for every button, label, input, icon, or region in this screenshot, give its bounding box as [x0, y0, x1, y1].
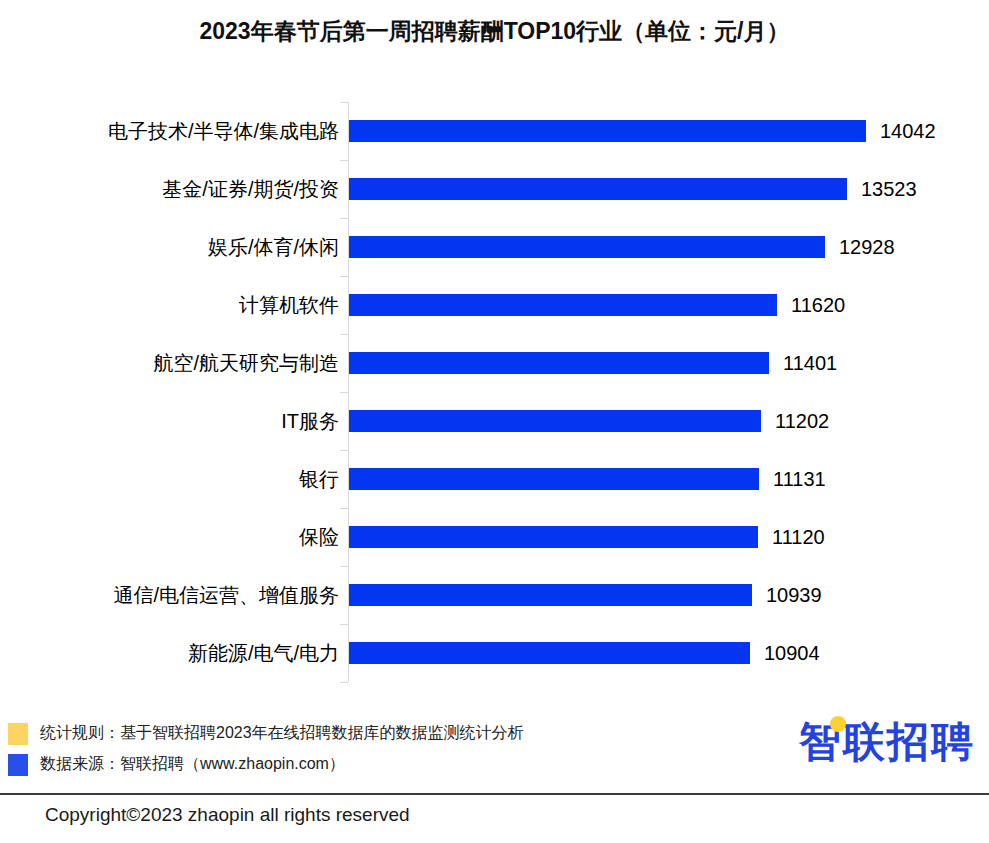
- legend-label: 数据来源：智联招聘（www.zhaopin.com）: [40, 754, 345, 775]
- axis-tick: [340, 450, 348, 451]
- category-label: 航空/航天研究与制造: [0, 350, 348, 377]
- yellow-swatch-icon: [8, 723, 28, 745]
- bar-plot-area: 11202: [348, 410, 989, 433]
- value-label: 11401: [783, 352, 837, 375]
- category-label: 银行: [0, 466, 348, 493]
- bar-row: 电子技术/半导体/集成电路 14042: [0, 102, 989, 160]
- bar-plot-area: 11131: [348, 468, 989, 491]
- bar-row: 新能源/电气/电力 10904: [0, 624, 989, 682]
- bar-plot-area: 10939: [348, 584, 989, 607]
- legend-label: 统计规则：基于智联招聘2023年在线招聘数据库的数据监测统计分析: [40, 723, 524, 744]
- bar-rows: 电子技术/半导体/集成电路 14042 基金/证券/期货/投资 13523 娱乐/体育/…: [0, 102, 989, 682]
- bar-row: IT服务 11202: [0, 392, 989, 450]
- axis-tick: [340, 102, 348, 103]
- value-label: 13523: [861, 178, 917, 201]
- axis-tick: [340, 276, 348, 277]
- bar: [349, 526, 758, 548]
- value-label: 10904: [764, 642, 820, 665]
- bar: [349, 120, 866, 142]
- value-label: 11131: [773, 468, 826, 491]
- axis-tick: [340, 682, 348, 683]
- bar-plot-area: 11401: [348, 352, 989, 375]
- category-label: 通信/电信运营、增值服务: [0, 582, 348, 609]
- axis-tick: [340, 334, 348, 335]
- axis-tick: [340, 160, 348, 161]
- bar-row: 计算机软件 11620: [0, 276, 989, 334]
- axis-tick: [340, 566, 348, 567]
- copyright-text: Copyright©2023 zhaopin all rights reserv…: [0, 795, 989, 826]
- bar-plot-area: 11620: [348, 294, 989, 317]
- blue-swatch-icon: [8, 754, 28, 776]
- value-label: 14042: [880, 120, 936, 143]
- value-label: 11120: [772, 526, 825, 549]
- bar-row: 通信/电信运营、增值服务 10939: [0, 566, 989, 624]
- bar: [349, 236, 825, 258]
- logo-yellow-dot-icon: [830, 716, 846, 732]
- bar-row: 银行 11131: [0, 450, 989, 508]
- category-label: 电子技术/半导体/集成电路: [0, 118, 348, 145]
- page: { "title": "2023年春节后第一周招聘薪酬TOP10行业（单位：元/…: [0, 0, 989, 843]
- axis-tick: [340, 218, 348, 219]
- bar: [349, 642, 750, 664]
- value-label: 11202: [775, 410, 829, 433]
- bar: [349, 410, 761, 432]
- category-label: 娱乐/体育/休闲: [0, 234, 348, 261]
- value-label: 10939: [766, 584, 822, 607]
- bar-row: 保险 11120: [0, 508, 989, 566]
- bar-plot-area: 11120: [348, 526, 989, 549]
- logo-rest: 联招聘: [843, 718, 975, 765]
- chart-title: 2023年春节后第一周招聘薪酬TOP10行业（单位：元/月）: [0, 14, 989, 48]
- axis-tick: [340, 508, 348, 509]
- category-label: 基金/证券/期货/投资: [0, 176, 348, 203]
- category-label: IT服务: [0, 408, 348, 435]
- bar: [349, 294, 777, 316]
- category-label: 计算机软件: [0, 292, 348, 319]
- bar: [349, 468, 759, 490]
- bar-row: 基金/证券/期货/投资 13523: [0, 160, 989, 218]
- bar-row: 航空/航天研究与制造 11401: [0, 334, 989, 392]
- bar: [349, 352, 769, 374]
- bar-plot-area: 12928: [348, 236, 989, 259]
- bar-plot-area: 13523: [348, 178, 989, 201]
- logo-first-char: 智: [799, 714, 843, 770]
- bar-plot-area: 10904: [348, 642, 989, 665]
- axis-tick: [340, 624, 348, 625]
- bar-row: 娱乐/体育/休闲 12928: [0, 218, 989, 276]
- category-axis-line: [348, 102, 349, 682]
- bar: [349, 584, 752, 606]
- axis-tick: [340, 392, 348, 393]
- value-label: 11620: [791, 294, 845, 317]
- zhaopin-logo: 智联招聘: [799, 714, 975, 770]
- category-label: 保险: [0, 524, 348, 551]
- bar-chart: 电子技术/半导体/集成电路 14042 基金/证券/期货/投资 13523 娱乐/体育/…: [0, 102, 989, 682]
- bar-plot-area: 14042: [348, 120, 989, 143]
- category-label: 新能源/电气/电力: [0, 640, 348, 667]
- bar: [349, 178, 847, 200]
- value-label: 12928: [839, 236, 895, 259]
